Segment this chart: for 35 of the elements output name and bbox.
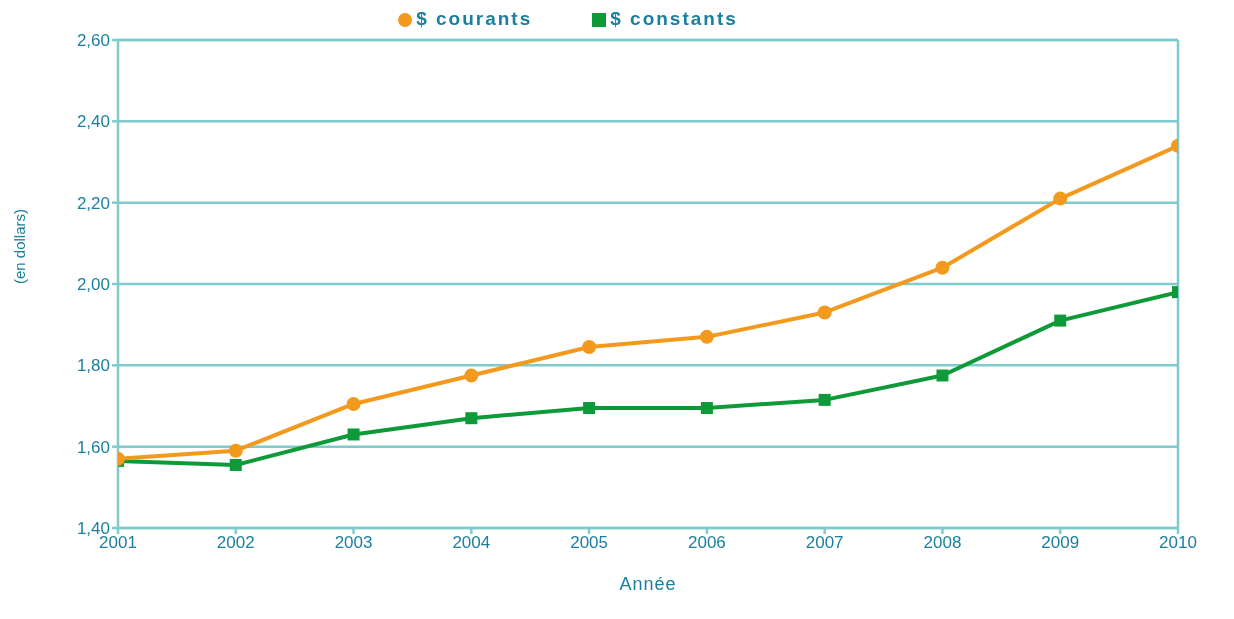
x-axis-title: Année xyxy=(619,574,677,594)
point xyxy=(1054,314,1067,327)
x-tick-label: 2009 xyxy=(1041,533,1080,553)
point xyxy=(229,458,242,471)
point xyxy=(936,369,949,382)
y-tick-label: 2,00 xyxy=(76,275,110,295)
legend-label: $ constants xyxy=(610,8,738,29)
y-tick-label: 2,20 xyxy=(76,193,110,213)
point xyxy=(700,402,713,415)
point xyxy=(582,340,597,355)
point xyxy=(935,260,950,275)
point xyxy=(583,402,596,415)
x-tick-label: 2002 xyxy=(216,533,255,553)
point xyxy=(464,368,479,383)
point xyxy=(228,443,243,458)
y-tick-label: 1,80 xyxy=(76,356,110,376)
point xyxy=(818,393,831,406)
y-tick-label: 2,40 xyxy=(76,112,110,132)
point xyxy=(347,428,360,441)
x-tick-label: 2006 xyxy=(687,533,726,553)
x-tick-label: 2010 xyxy=(1159,533,1197,553)
legend-label: $ courants xyxy=(416,8,533,29)
x-tick-label: 2007 xyxy=(805,533,844,553)
x-tick-label: 2004 xyxy=(452,533,491,553)
y-tick-label: 2,60 xyxy=(76,31,110,51)
point xyxy=(699,329,714,344)
point xyxy=(817,305,832,320)
y-axis-title: (en dollars) xyxy=(11,208,29,284)
point xyxy=(346,396,361,411)
x-tick-label: 2008 xyxy=(923,533,962,553)
point xyxy=(465,412,478,425)
point xyxy=(1053,191,1068,206)
x-tick-label: 2005 xyxy=(570,533,609,553)
x-tick-label: 2003 xyxy=(334,533,373,553)
y-tick-label: 1,60 xyxy=(76,437,110,457)
